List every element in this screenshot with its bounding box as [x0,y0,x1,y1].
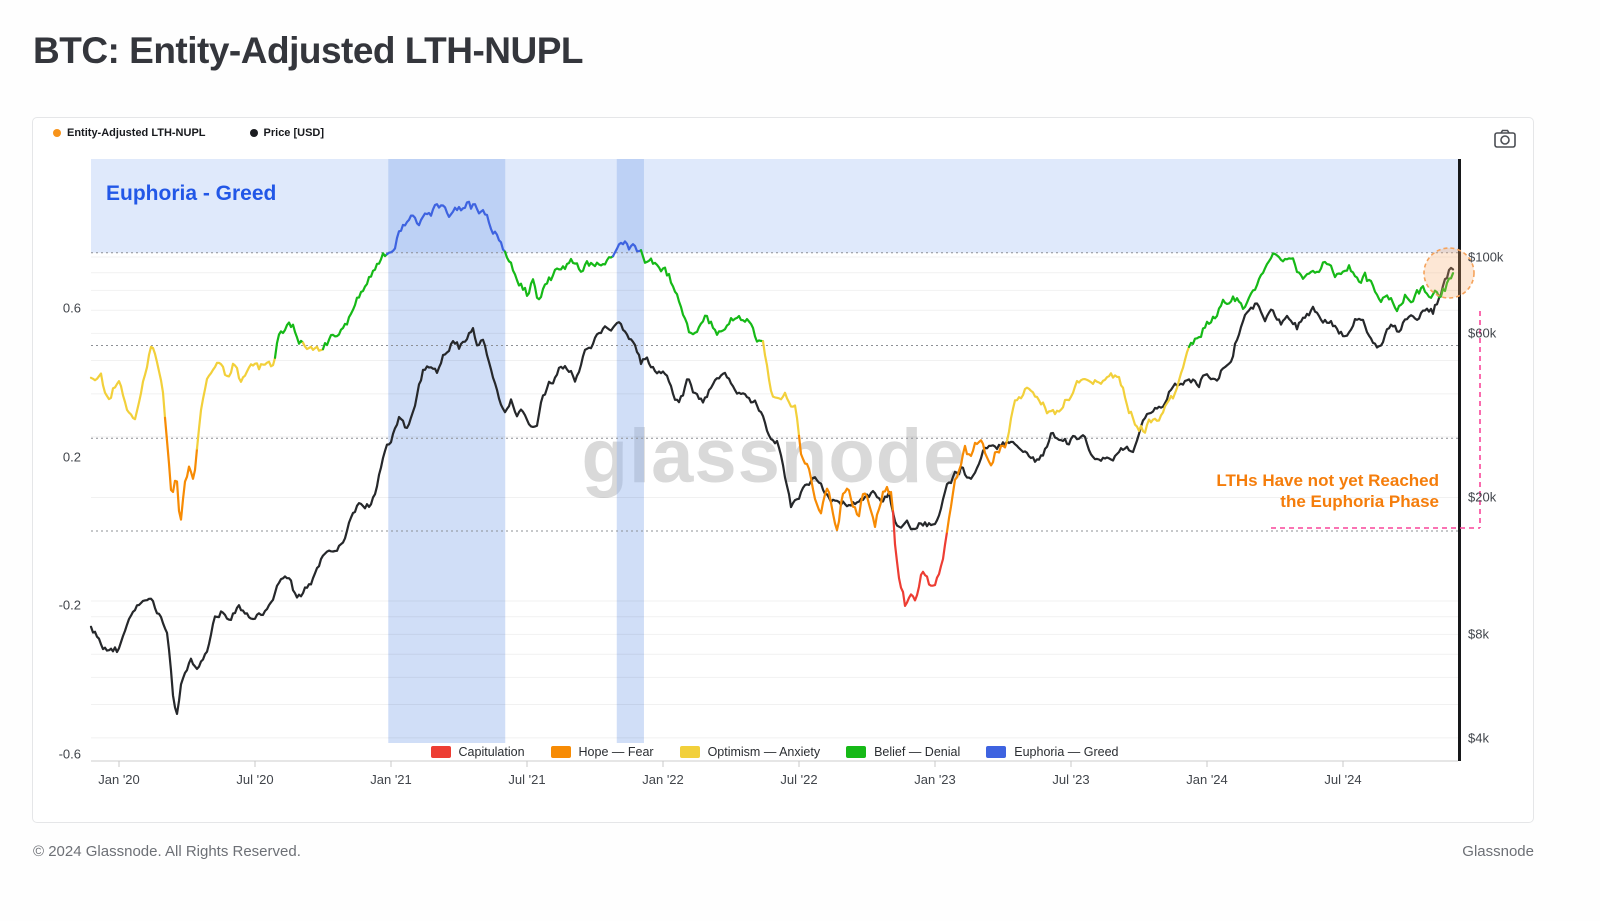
phase-legend-swatch-belief-denial [846,745,867,758]
phase-legend-label: Optimism — Anxiety [707,744,821,759]
phase-legend-item-optimism-anxiety: Optimism — Anxiety [679,744,821,759]
phase-legend-label: Belief — Denial [874,744,961,759]
phase-legend-label: Euphoria — Greed [1014,744,1119,759]
price-line [89,266,1455,715]
copyright-text: © 2024 Glassnode. All Rights Reserved. [33,843,301,860]
phase-legend-item-hope-fear: Hope — Fear [550,744,654,759]
legend-label-price: Price [USD] [263,127,325,139]
latest-point-highlight-circle [1423,247,1475,299]
plot-area: glassnode Euphoria - Greed LTHs Have not… [33,118,1533,822]
nupl-line-segment [503,250,615,301]
chart-series-legend: Entity-Adjusted LTH-NUPL Price [USD] [53,127,324,139]
phase-legend-swatch-capitulation [430,745,451,758]
nupl-line-segment [321,252,389,351]
nupl-line-segment [385,200,507,256]
euphoria-zone-band [91,159,1458,253]
phase-legend-swatch-optimism-anxiety [679,745,700,758]
nupl-line-segment [945,439,1009,534]
phase-legend: Capitulation Hope — Fear Optimism — Anxiet… [91,743,1458,760]
price-series-dot-icon [249,129,258,137]
phase-legend-swatch-euphoria-greed [986,745,1007,758]
nupl-line-segment [1187,252,1455,348]
nupl-line-segment [761,340,801,437]
chart-card: Entity-Adjusted LTH-NUPL Price [USD] gla… [32,117,1534,823]
brand-text: Glassnode [1462,843,1534,860]
nupl-line-segment [163,416,199,521]
nupl-line-segment [611,240,643,258]
nupl-line-segment [89,345,167,421]
nupl-line-segment [797,434,895,532]
phase-legend-label: Capitulation [458,744,525,759]
phase-legend-label: Hope — Fear [578,744,654,759]
nupl-line-segment [195,356,277,450]
phase-legend-swatch-hope-fear [550,745,571,758]
legend-item-nupl[interactable]: Entity-Adjusted LTH-NUPL [53,127,206,139]
phase-legend-item-belief-denial: Belief — Denial [846,745,960,759]
nupl-line-segment [273,321,305,359]
nupl-line-segment [1005,345,1191,443]
nupl-series-dot-icon [53,129,61,137]
camera-icon[interactable] [1493,129,1517,151]
chart-canvas[interactable] [33,118,1533,822]
legend-item-price[interactable]: Price [USD] [249,127,325,139]
nupl-line-segment [639,249,765,343]
euphoria-period-stripe-1 [388,159,506,743]
page-title: BTC: Entity-Adjusted LTH-NUPL [33,30,584,71]
phase-legend-item-capitulation: Capitulation [430,744,525,759]
nupl-line-segment [891,510,949,607]
legend-label-nupl: Entity-Adjusted LTH-NUPL [67,127,206,139]
nupl-line-segment [301,341,325,352]
phase-legend-item-euphoria-greed: Euphoria — Greed [986,745,1118,759]
euphoria-period-stripe-2 [616,159,644,743]
